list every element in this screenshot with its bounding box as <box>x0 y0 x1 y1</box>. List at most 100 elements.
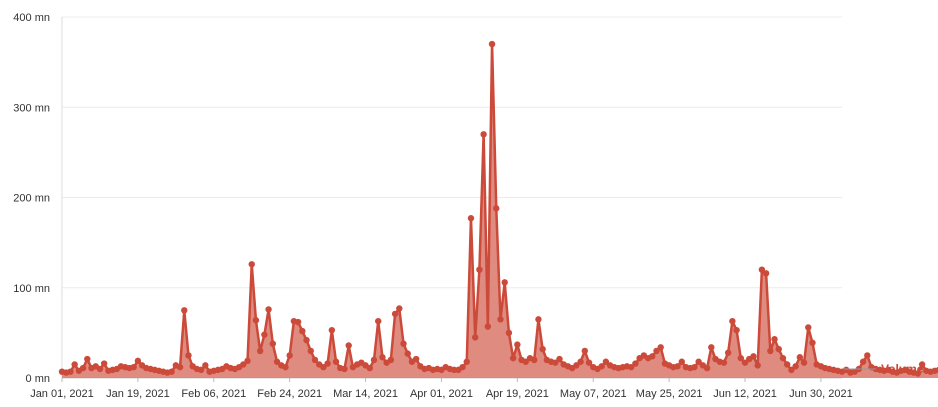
data-point[interactable] <box>783 361 791 368</box>
data-point[interactable] <box>493 205 500 212</box>
data-point[interactable] <box>282 363 289 371</box>
data-point[interactable] <box>265 306 272 313</box>
data-point[interactable] <box>134 357 142 365</box>
data-point[interactable] <box>391 310 399 318</box>
data-point[interactable] <box>914 370 922 377</box>
data-point[interactable] <box>805 324 812 331</box>
data-point[interactable] <box>703 364 711 372</box>
data-point[interactable] <box>269 340 277 347</box>
data-point[interactable] <box>602 358 610 365</box>
data-point[interactable] <box>585 359 593 366</box>
data-point[interactable] <box>459 363 466 371</box>
data-point[interactable] <box>522 358 529 365</box>
data-point[interactable] <box>708 344 715 351</box>
data-point[interactable] <box>244 357 251 365</box>
data-point[interactable] <box>303 336 310 344</box>
data-point[interactable] <box>556 355 563 363</box>
data-point[interactable] <box>535 316 542 323</box>
data-point[interactable] <box>918 361 926 368</box>
data-point[interactable] <box>387 356 395 364</box>
data-point[interactable] <box>84 355 91 363</box>
data-point[interactable] <box>341 365 348 373</box>
data-point[interactable] <box>771 335 778 343</box>
data-point[interactable] <box>935 366 938 373</box>
data-point[interactable] <box>754 362 761 369</box>
data-point[interactable] <box>71 361 78 368</box>
data-point[interactable] <box>467 215 475 222</box>
data-point[interactable] <box>480 131 487 138</box>
data-point[interactable] <box>859 358 867 365</box>
data-point[interactable] <box>509 354 517 362</box>
data-point[interactable] <box>779 354 787 362</box>
data-point[interactable] <box>240 361 247 368</box>
data-point[interactable] <box>864 352 871 359</box>
data-point[interactable] <box>758 266 766 273</box>
data-point[interactable] <box>678 358 685 365</box>
data-point[interactable] <box>375 317 382 325</box>
data-point[interactable] <box>273 358 281 365</box>
data-point[interactable] <box>176 363 184 371</box>
data-point[interactable] <box>79 364 87 372</box>
data-point[interactable] <box>720 359 728 366</box>
data-point[interactable] <box>632 360 639 367</box>
data-point[interactable] <box>501 279 508 286</box>
data-point[interactable] <box>252 317 260 324</box>
data-point[interactable] <box>412 355 420 363</box>
data-point[interactable] <box>657 344 664 351</box>
data-point[interactable] <box>539 345 546 353</box>
data-point[interactable] <box>497 316 504 323</box>
data-point[interactable] <box>796 354 804 361</box>
data-point[interactable] <box>809 339 816 346</box>
data-point[interactable] <box>788 366 795 374</box>
data-point[interactable] <box>197 366 205 374</box>
data-point[interactable] <box>476 266 483 273</box>
data-point[interactable] <box>649 353 656 360</box>
data-point[interactable] <box>320 363 327 371</box>
data-point[interactable] <box>775 345 782 353</box>
data-point[interactable] <box>299 327 306 335</box>
data-point[interactable] <box>328 326 336 334</box>
data-point[interactable] <box>100 360 108 367</box>
data-point[interactable] <box>741 359 749 366</box>
data-point[interactable] <box>733 326 740 334</box>
data-point[interactable] <box>750 353 757 360</box>
data-point[interactable] <box>96 365 104 373</box>
data-point[interactable] <box>400 340 407 347</box>
data-point[interactable] <box>396 305 403 312</box>
data-point[interactable] <box>552 359 559 366</box>
data-point[interactable] <box>488 40 496 48</box>
data-point[interactable] <box>130 363 137 371</box>
data-point[interactable] <box>379 354 386 361</box>
data-point[interactable] <box>185 352 192 359</box>
data-point[interactable] <box>311 356 319 364</box>
data-point[interactable] <box>653 347 660 355</box>
data-point[interactable] <box>256 347 264 355</box>
data-point[interactable] <box>168 368 175 375</box>
data-point[interactable] <box>573 362 580 369</box>
data-point[interactable] <box>324 360 331 367</box>
data-point[interactable] <box>261 331 268 338</box>
data-point[interactable] <box>577 358 584 365</box>
data-point[interactable] <box>505 329 513 337</box>
data-point[interactable] <box>581 347 589 355</box>
data-point[interactable] <box>695 358 702 365</box>
data-point[interactable] <box>800 359 808 366</box>
data-point[interactable] <box>674 363 681 370</box>
data-point[interactable] <box>531 356 538 364</box>
data-point[interactable] <box>514 341 521 348</box>
data-point[interactable] <box>471 334 479 341</box>
data-point[interactable] <box>202 362 209 369</box>
data-point[interactable] <box>366 364 373 372</box>
data-point[interactable] <box>370 356 378 364</box>
data-point[interactable] <box>737 354 745 362</box>
data-point[interactable] <box>484 323 492 330</box>
data-point[interactable] <box>294 318 302 326</box>
data-point[interactable] <box>248 261 255 268</box>
data-point[interactable] <box>792 363 799 370</box>
data-point[interactable] <box>463 358 470 365</box>
data-point[interactable] <box>729 317 736 325</box>
data-point[interactable] <box>307 347 314 355</box>
data-point[interactable] <box>332 358 340 365</box>
data-point[interactable] <box>181 307 188 314</box>
data-point[interactable] <box>762 270 770 277</box>
